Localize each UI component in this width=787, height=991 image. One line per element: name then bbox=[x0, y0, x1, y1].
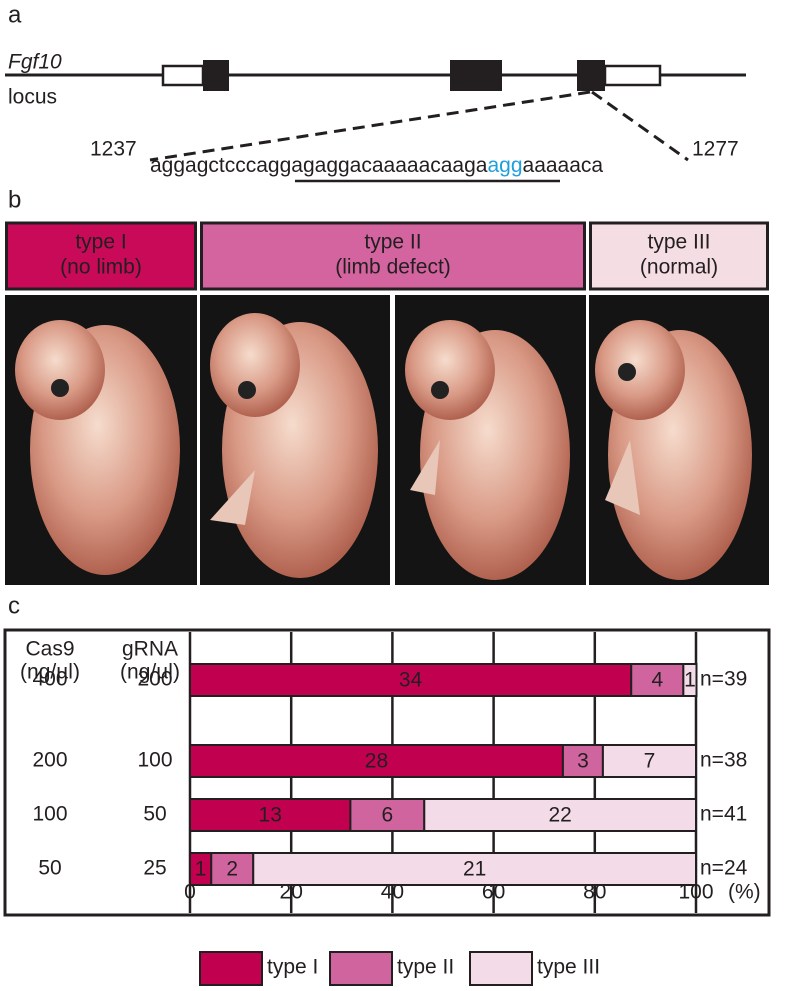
count-label: 7 bbox=[644, 750, 656, 773]
x-tick-label: 0 bbox=[184, 881, 196, 904]
x-tick-label: 20 bbox=[280, 881, 303, 904]
count-label: 13 bbox=[259, 804, 282, 827]
header-title: type II bbox=[364, 231, 421, 254]
x-tick-label: 40 bbox=[381, 881, 404, 904]
x-tick-label: 100 bbox=[678, 881, 713, 904]
total-label: n=39 bbox=[700, 668, 747, 691]
count-label: 1 bbox=[195, 858, 207, 881]
header-subtitle: (limb defect) bbox=[335, 256, 451, 279]
legend-swatch bbox=[469, 951, 533, 986]
embryo bbox=[15, 320, 180, 575]
legend-label: type I bbox=[267, 956, 318, 979]
total-label: n=38 bbox=[700, 749, 747, 772]
category-label: 100 bbox=[137, 749, 172, 772]
category-label: 400 bbox=[32, 668, 67, 691]
exon bbox=[203, 60, 229, 91]
utr bbox=[603, 64, 662, 87]
bar-segment bbox=[252, 852, 697, 886]
zoom-line bbox=[591, 90, 689, 162]
count-label: 22 bbox=[548, 804, 571, 827]
exon bbox=[450, 60, 502, 91]
utr bbox=[161, 64, 205, 87]
bar-segment bbox=[423, 798, 697, 832]
category-label: 50 bbox=[143, 803, 166, 826]
header-title: type III bbox=[647, 231, 710, 254]
photos bbox=[5, 295, 769, 585]
embryo bbox=[210, 313, 378, 578]
count-label: 34 bbox=[399, 669, 423, 692]
header-box bbox=[589, 221, 769, 291]
category-label: 100 bbox=[32, 803, 67, 826]
header-subtitle: (no limb) bbox=[60, 256, 142, 279]
count-label: 4 bbox=[651, 669, 663, 692]
zoom-line bbox=[149, 90, 591, 162]
position: 1237 bbox=[90, 138, 137, 161]
legend-swatch bbox=[199, 951, 263, 986]
chart-frame bbox=[3, 628, 771, 917]
header-box bbox=[200, 221, 586, 291]
column-header: gRNA bbox=[122, 638, 178, 661]
exon bbox=[577, 60, 605, 91]
bar-segment bbox=[189, 744, 564, 778]
header-subtitle: (normal) bbox=[640, 256, 718, 279]
x-tick-label: 80 bbox=[583, 881, 606, 904]
header-box bbox=[5, 221, 197, 291]
bar-segment bbox=[630, 663, 685, 697]
category-label: 50 bbox=[38, 857, 61, 880]
count-label: 3 bbox=[577, 750, 589, 773]
category-label: 200 bbox=[32, 749, 67, 772]
bar-segment bbox=[682, 663, 698, 697]
x-axis-label: (%) bbox=[728, 881, 761, 904]
category-label: 25 bbox=[143, 857, 166, 880]
bar-segment bbox=[601, 744, 697, 778]
total-label: n=41 bbox=[700, 803, 747, 826]
bar-segment bbox=[189, 798, 352, 832]
count-label: 2 bbox=[226, 858, 238, 881]
panel-label: c bbox=[8, 592, 20, 619]
seq-pam: agg bbox=[487, 154, 522, 177]
embryo bbox=[595, 320, 752, 580]
header-title: type I bbox=[75, 231, 126, 254]
sequence: aggagctcccaggagaggacaaaaacaagaaggaaaaaca bbox=[150, 154, 603, 177]
count-label: 21 bbox=[463, 858, 486, 881]
position: 1277 bbox=[692, 138, 739, 161]
legend-label: type III bbox=[537, 956, 600, 979]
panel-label: a bbox=[8, 1, 22, 28]
panel-label: b bbox=[8, 186, 21, 213]
embryo bbox=[405, 320, 570, 580]
seq-guide: ggagaggacaaaaacaaga bbox=[268, 154, 488, 177]
legend-swatch bbox=[329, 951, 393, 986]
count-label: 28 bbox=[365, 750, 388, 773]
count-label: 1 bbox=[684, 669, 696, 692]
total-label: n=24 bbox=[700, 857, 748, 880]
seq-suffix: aaaaaca bbox=[523, 154, 604, 177]
x-tick-label: 60 bbox=[482, 881, 505, 904]
count-label: 6 bbox=[381, 804, 393, 827]
bar-segment bbox=[210, 852, 255, 886]
gene-name: Fgf10 bbox=[8, 51, 62, 74]
chart: 0 20 40 60 80 100 (%)Cas9(ng/µl)gRNA(ng/µl)400… bbox=[20, 632, 761, 986]
locus-label: locus bbox=[8, 86, 57, 109]
category-label: 200 bbox=[137, 668, 172, 691]
column-unit: (ng/µl) bbox=[120, 661, 180, 684]
seq-prefix: aggagctccca bbox=[150, 154, 268, 177]
bar-segment bbox=[189, 663, 633, 697]
legend-label: type II bbox=[397, 956, 454, 979]
column-unit: (ng/µl) bbox=[20, 661, 80, 684]
type-headers: type I(no limb) type II(limb defect) type … bbox=[5, 221, 769, 291]
column-header: Cas9 bbox=[25, 638, 74, 661]
